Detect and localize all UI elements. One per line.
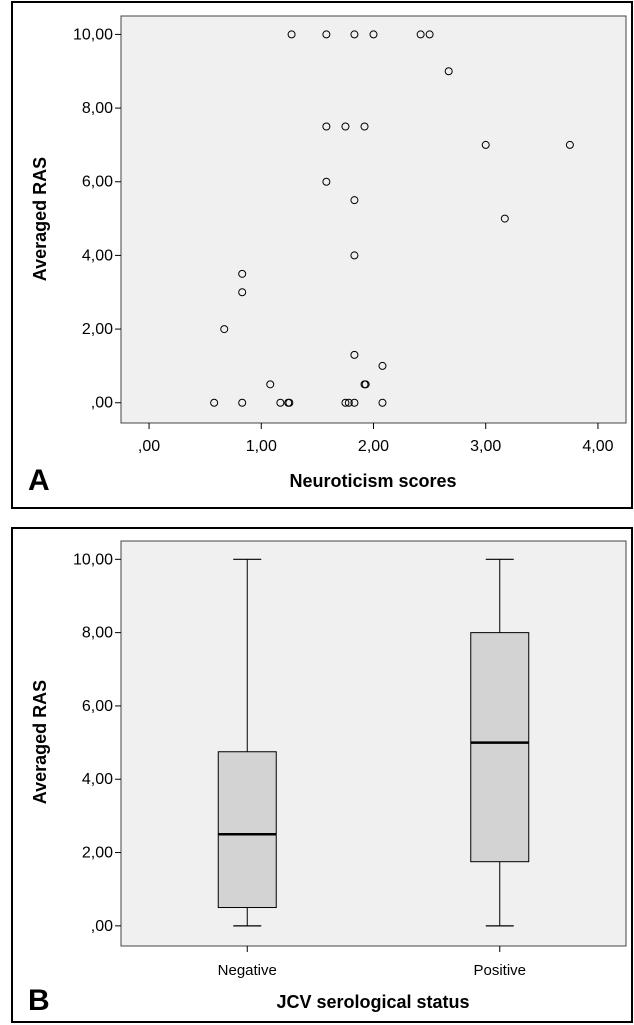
y-tick-label: 8,00 <box>82 625 113 642</box>
panel-a-y-axis-label: Averaged RAS <box>30 157 50 281</box>
x-tick-label: ,00 <box>138 438 160 455</box>
scatter-point <box>565 140 574 149</box>
y-tick-label: 2,00 <box>82 321 113 338</box>
panel-b-boxes <box>217 558 530 927</box>
scatter-point <box>369 30 378 39</box>
panel-b-x-axis-label: JCV serological status <box>276 992 469 1012</box>
scatter-point <box>276 398 285 407</box>
scatter-point <box>322 177 331 186</box>
y-tick-label: ,00 <box>91 918 113 935</box>
panel-b-letter: B <box>28 984 50 1017</box>
panel-a-x-axis-label: Neuroticism scores <box>289 471 456 491</box>
y-tick-label: 2,00 <box>82 845 113 862</box>
y-tick-label: 4,00 <box>82 771 113 788</box>
panel-a-plot-area <box>120 15 627 424</box>
scatter-point <box>266 380 275 389</box>
scatter-point <box>322 30 331 39</box>
scatter-point <box>350 30 359 39</box>
box-iqr <box>470 632 530 863</box>
scatter-point <box>500 214 509 223</box>
y-tick-label: 6,00 <box>82 174 113 191</box>
scatter-point <box>341 122 350 131</box>
x-tick-label: 2,00 <box>358 438 389 455</box>
panel-a-x-axis: ,00 1,00 2,00 3,00 4,00 <box>138 423 614 455</box>
panel-a-points <box>210 30 574 407</box>
scatter-point <box>285 398 294 407</box>
y-tick-label: 6,00 <box>82 698 113 715</box>
scatter-point <box>378 361 387 370</box>
scatter-point <box>360 122 369 131</box>
scatter-point <box>238 288 247 297</box>
box-iqr <box>217 751 277 909</box>
scatter-point <box>350 251 359 260</box>
panel-b-x-axis: Negative Positive <box>218 946 526 979</box>
scatter-point <box>425 30 434 39</box>
panel-b-y-axis-label: Averaged RAS <box>30 680 50 804</box>
x-tick-label: 3,00 <box>470 438 501 455</box>
panel-b-plot-area <box>120 540 627 947</box>
y-tick-label: 10,00 <box>73 551 113 568</box>
category-label: Negative <box>218 962 277 979</box>
x-tick-label: 1,00 <box>246 438 277 455</box>
y-tick-label: 4,00 <box>82 247 113 264</box>
panel-a-y-axis: ,00 2,00 4,00 6,00 8,00 10,00 <box>73 26 121 412</box>
scatter-point <box>350 398 359 407</box>
scatter-point <box>378 398 387 407</box>
scatter-point <box>238 269 247 278</box>
scatter-point <box>238 398 247 407</box>
scatter-point <box>361 380 370 389</box>
y-tick-label: 10,00 <box>73 26 113 43</box>
scatter-point <box>287 30 296 39</box>
category-label: Positive <box>473 962 526 979</box>
scatter-point <box>444 67 453 76</box>
scatter-point <box>210 398 219 407</box>
y-tick-label: 8,00 <box>82 100 113 117</box>
scatter-point <box>341 398 350 407</box>
scatter-point <box>350 350 359 359</box>
x-tick-label: 4,00 <box>582 438 613 455</box>
panel-b-y-axis: ,00 2,00 4,00 6,00 8,00 10,00 <box>73 551 121 935</box>
scatter-point <box>350 196 359 205</box>
panel-a-letter: A <box>28 464 50 497</box>
scatter-point <box>481 140 490 149</box>
scatter-point <box>220 325 229 334</box>
scatter-point <box>322 122 331 131</box>
scatter-point <box>416 30 425 39</box>
y-tick-label: ,00 <box>91 395 113 412</box>
scatter-point <box>344 398 353 407</box>
